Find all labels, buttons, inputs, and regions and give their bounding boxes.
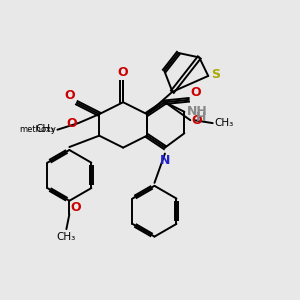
Text: CH₃: CH₃ bbox=[214, 118, 233, 128]
Text: NH: NH bbox=[187, 105, 208, 118]
Text: O: O bbox=[70, 201, 81, 214]
Text: O: O bbox=[66, 117, 77, 130]
Text: N: N bbox=[160, 154, 170, 166]
Text: O: O bbox=[65, 89, 75, 102]
Text: O: O bbox=[190, 86, 201, 99]
Text: S: S bbox=[211, 68, 220, 81]
Text: H: H bbox=[196, 111, 206, 124]
Text: O: O bbox=[192, 114, 203, 127]
Text: CH₃: CH₃ bbox=[57, 232, 76, 242]
Text: O: O bbox=[118, 66, 128, 79]
Text: methoxy: methoxy bbox=[19, 125, 56, 134]
Text: CH₃: CH₃ bbox=[35, 124, 54, 134]
